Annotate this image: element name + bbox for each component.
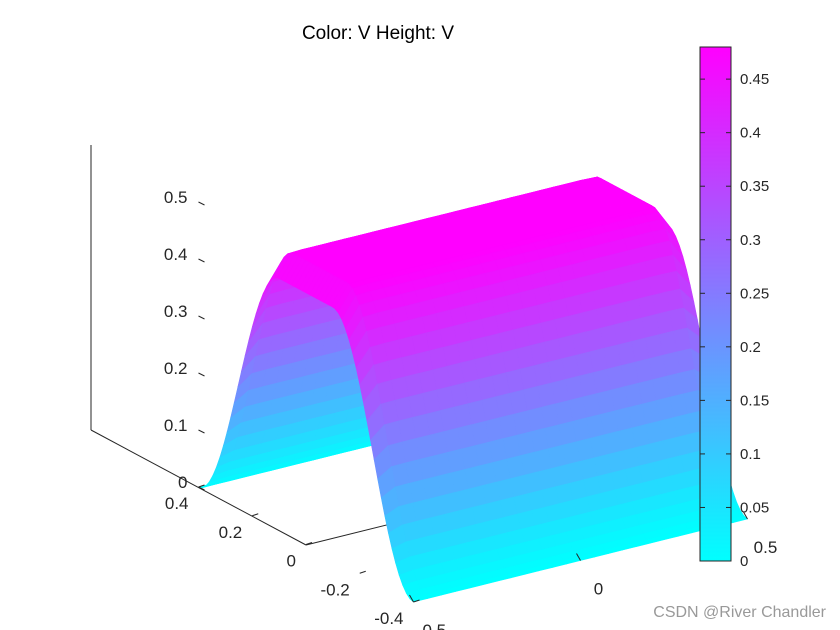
colorbar-tick-label: 0.2 <box>740 339 761 356</box>
colorbar-tick-label: 0.1 <box>740 446 761 463</box>
y-tick <box>252 513 259 517</box>
colorbar-tick-label: 0.05 <box>740 499 769 516</box>
colorbar: 0 0.05 0.1 0.15 0.2 0.25 0.3 0.35 0.4 0.45 <box>699 46 769 570</box>
y-tick-label: 0 <box>287 552 296 571</box>
z-tick-label: 0.5 <box>164 188 188 207</box>
z-tick <box>198 429 205 434</box>
y-tick <box>305 542 313 545</box>
y-tick <box>198 484 205 488</box>
colorbar-tick-label: 0.35 <box>740 178 769 195</box>
surface-plot <box>198 176 749 603</box>
y-tick <box>413 599 420 603</box>
colorbar-tick-label: 0 <box>740 553 748 570</box>
x-tick <box>409 594 414 603</box>
z-tick <box>198 372 205 377</box>
z-tick-label: 0.3 <box>164 302 188 321</box>
colorbar-tick-label: 0.4 <box>740 125 761 142</box>
y-tick-label: 0.2 <box>219 523 243 542</box>
chart-title: Color: V Height: V <box>302 23 454 44</box>
z-tick <box>198 486 205 491</box>
watermark-text: CSDN @River Chandler <box>653 604 826 621</box>
x-tick <box>743 511 748 520</box>
y-tick <box>359 570 366 574</box>
z-tick-label: 0.2 <box>164 359 188 378</box>
z-tick-label: 0.1 <box>164 416 188 435</box>
y-tick-label: -0.4 <box>374 609 403 628</box>
x-tick-label: 0.5 <box>754 538 778 557</box>
z-tick-label: 0.4 <box>164 245 188 264</box>
z-tick <box>198 315 205 320</box>
colorbar-gradient <box>699 46 732 562</box>
y-tick-label: 0.4 <box>165 494 189 513</box>
colorbar-tick-label: 0.15 <box>740 392 769 409</box>
colorbar-tick-label: 0.45 <box>740 71 769 88</box>
y-tick-label: -0.2 <box>320 580 349 599</box>
colorbar-ticks: 0 0.05 0.1 0.15 0.2 0.25 0.3 0.35 0.4 0.45 <box>700 71 769 570</box>
z-tick <box>198 201 205 206</box>
z-tick-label: 0 <box>178 473 187 492</box>
colorbar-tick-label: 0.25 <box>740 285 769 302</box>
surface-patch <box>409 594 429 603</box>
axis-ticks: 0 0.1 0.2 0.3 0.4 0.5 -0.4 -0.2 0 0.2 0.4 -0.5 0 0.5 <box>164 188 777 630</box>
z-tick <box>198 258 205 263</box>
colorbar-tick-label: 0.3 <box>740 232 761 249</box>
x-tick-label: 0 <box>594 580 603 599</box>
x-tick-label: -0.5 <box>417 621 446 630</box>
x-tick <box>576 553 581 561</box>
